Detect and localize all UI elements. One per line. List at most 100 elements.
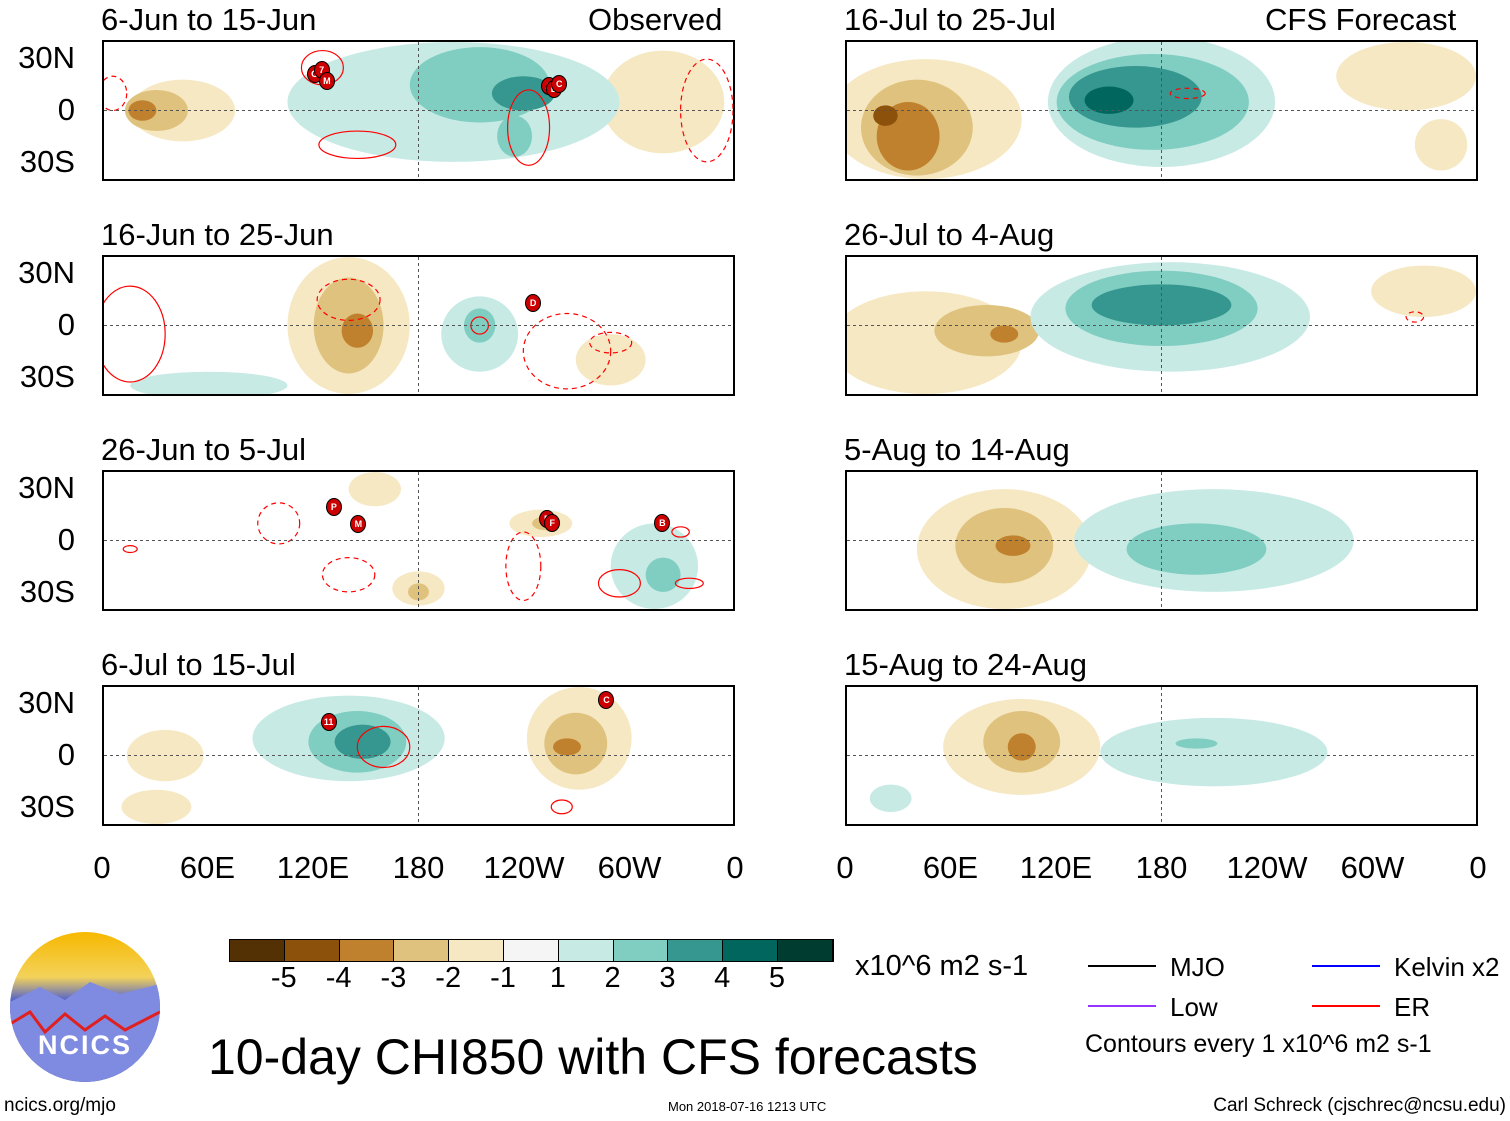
anomaly-map: [104, 42, 733, 179]
tropical-cyclone-marker: M: [350, 515, 367, 534]
anomaly-shading: [334, 724, 391, 759]
observed-label: Observed: [588, 2, 723, 37]
er-contour: [317, 279, 380, 320]
anomaly-shading: [934, 304, 1040, 357]
legend-line: [1088, 965, 1156, 967]
tropical-cyclone-marker: 11: [320, 713, 337, 732]
anomaly-shading: [1126, 523, 1267, 575]
tropical-cyclone-marker: M: [318, 71, 335, 90]
colorbar-swatch: [394, 940, 450, 961]
panel-title: 6-Jul to 15-Jul: [101, 647, 296, 682]
anomaly-map: [847, 687, 1476, 824]
colorbar-swatch: [668, 940, 724, 961]
er-contour: [104, 76, 127, 110]
tropical-cyclone-marker: F: [544, 513, 561, 532]
tropical-cyclone-marker: C: [551, 75, 568, 94]
anomaly-shading: [995, 535, 1031, 556]
colorbar-swatch: [339, 940, 395, 961]
colorbar-swatch: [449, 940, 504, 961]
latitude-label: 30S: [19, 574, 75, 609]
panel-title: 26-Jun to 5-Jul: [101, 432, 307, 467]
colorbar-tick-label: 5: [768, 962, 786, 994]
er-contour: [672, 527, 689, 537]
anomaly-shading: [497, 115, 533, 157]
er-contour: [258, 503, 300, 544]
anomaly-shading: [990, 325, 1019, 343]
anomaly-shading: [463, 308, 496, 343]
longitude-label: 180: [392, 850, 445, 885]
colorbar-tick-label: -3: [380, 962, 407, 994]
legend-label: Kelvin x2: [1394, 952, 1500, 982]
panel-title: 26-Jul to 4-Aug: [844, 217, 1055, 252]
latitude-label: 30S: [19, 359, 75, 394]
legend-label: ER: [1394, 992, 1431, 1022]
anomaly-map: [847, 42, 1476, 179]
anomaly-shading: [124, 89, 188, 132]
main-title: 10-day CHI850 with CFS forecasts: [208, 1029, 978, 1085]
map-panel: [845, 685, 1478, 826]
er-contour: [1406, 312, 1423, 322]
footer-author: Carl Schreck (cjschrec@ncsu.edu): [1213, 1095, 1506, 1116]
anomaly-shading: [1084, 86, 1134, 114]
longitude-label: 0: [726, 850, 744, 885]
er-contour: [675, 578, 703, 588]
latitude-label: 0: [57, 737, 75, 772]
anomaly-map: [104, 257, 733, 394]
longitude-label: 60W: [1340, 850, 1405, 885]
map-panel: PMEFB: [102, 470, 735, 611]
anomaly-shading: [341, 313, 374, 348]
map-panel: [845, 255, 1478, 396]
anomaly-shading: [121, 789, 192, 824]
longitude-label: 60E: [922, 850, 979, 885]
anomaly-map: [104, 687, 733, 824]
longitude-label: 0: [93, 850, 111, 885]
tropical-cyclone-marker: D: [525, 293, 542, 312]
latitude-label: 0: [57, 307, 75, 342]
er-contour: [104, 286, 165, 382]
map-panel: G7MABC: [102, 40, 735, 181]
colorbar-tick-label: -4: [325, 962, 352, 994]
anomaly-shading: [1091, 284, 1232, 326]
latitude-label: 30S: [19, 144, 75, 179]
anomaly-shading: [873, 105, 898, 126]
er-contour: [357, 726, 409, 767]
contour-note: Contours every 1 x10^6 m2 s-1: [1085, 1030, 1432, 1058]
colorbar-tick-label: 1: [549, 962, 566, 994]
latitude-label: 0: [57, 522, 75, 557]
map-panel: [845, 470, 1478, 611]
anomaly-shading: [130, 371, 288, 394]
longitude-label: 180: [1135, 850, 1188, 885]
footer-url[interactable]: ncics.org/mjo: [4, 1095, 116, 1116]
mountains-icon: [10, 982, 160, 1082]
anomaly-shading: [408, 583, 429, 601]
anomaly-shading: [348, 472, 402, 507]
anomaly-shading: [1336, 42, 1476, 111]
anomaly-shading: [575, 334, 646, 386]
colorbar-tick-label: -1: [490, 962, 516, 994]
footer-timestamp: Mon 2018-07-16 1213 UTC: [668, 1099, 827, 1114]
panel-title: 16-Jul to 25-Jul: [844, 2, 1056, 37]
colorbar-swatch: [230, 940, 285, 961]
anomaly-shading: [1175, 738, 1218, 749]
anomaly-shading: [1100, 717, 1328, 787]
panel-title: 15-Aug to 24-Aug: [844, 647, 1088, 682]
anomaly-map: [847, 472, 1476, 609]
er-contour: [322, 558, 374, 592]
map-panel: D: [102, 255, 735, 396]
colorbar-tick-label: -5: [270, 962, 297, 994]
logo-text: NCICS: [37, 1030, 132, 1060]
legend-line: [1312, 1005, 1380, 1007]
er-contour: [523, 314, 610, 389]
ncics-logo: NCICS: [10, 932, 160, 1082]
er-contour: [508, 90, 550, 165]
colorbar-units: x10^6 m2 s-1: [855, 950, 1029, 982]
colorbar-swatch: [777, 940, 833, 961]
er-contour: [319, 131, 396, 158]
latitude-label: 30S: [19, 789, 75, 824]
er-contour: [506, 532, 541, 601]
legend-label: MJO: [1170, 952, 1225, 982]
anomaly-shading: [1007, 733, 1036, 761]
anomaly-map: [104, 472, 733, 609]
legend-label: Low: [1170, 992, 1218, 1022]
longitude-label: 60E: [179, 850, 236, 885]
